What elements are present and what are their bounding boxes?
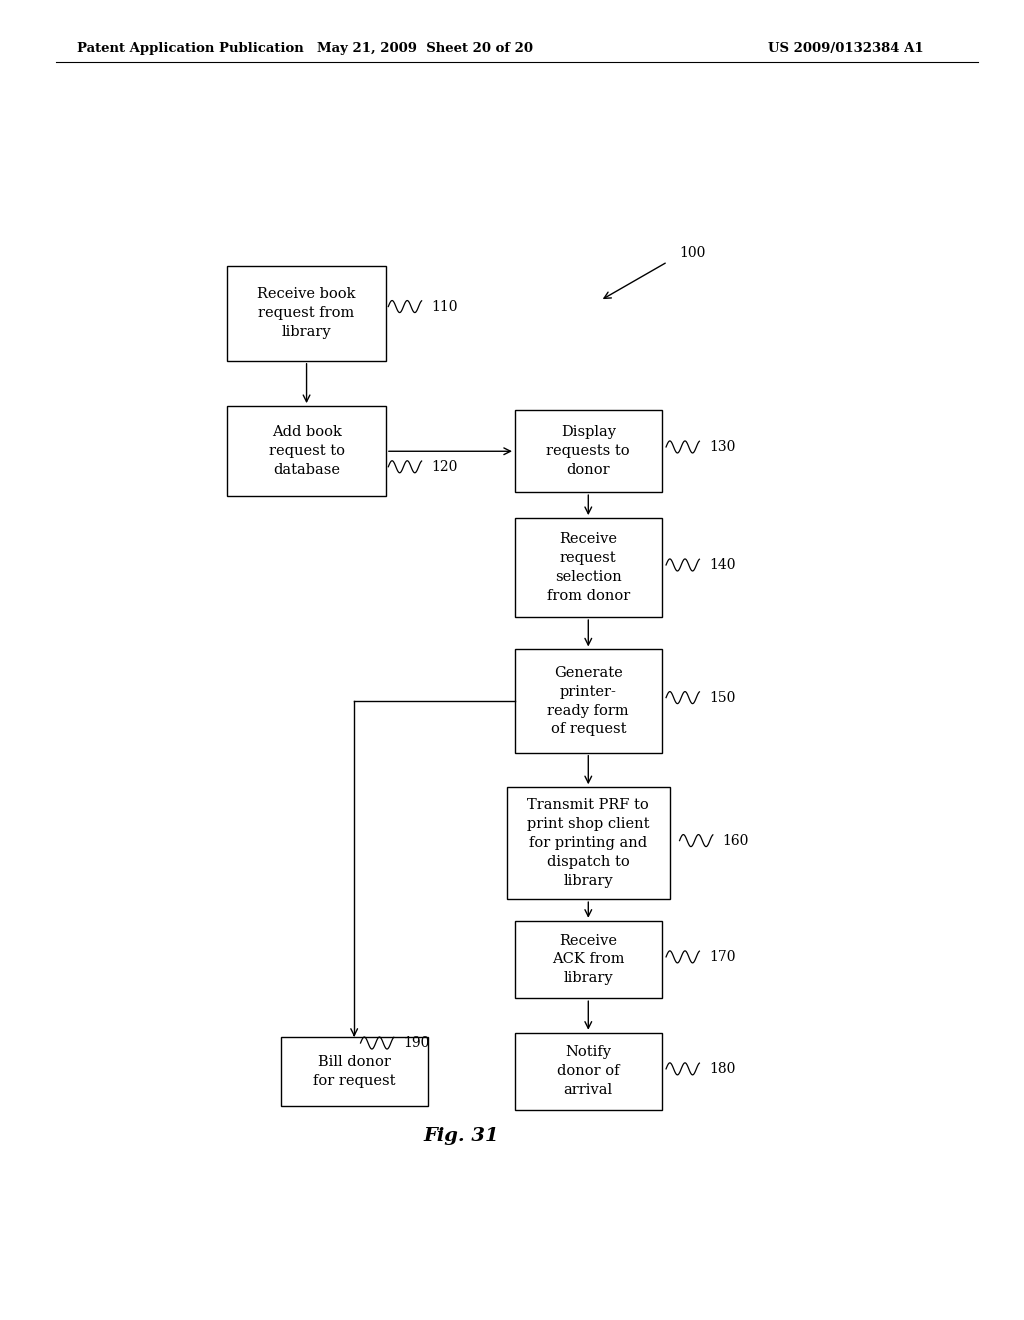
- Bar: [227, 407, 386, 496]
- Text: 100: 100: [680, 246, 706, 260]
- Text: 160: 160: [722, 834, 749, 847]
- Bar: [281, 1038, 428, 1106]
- Bar: [515, 1032, 662, 1110]
- Text: Bill donor
for request: Bill donor for request: [313, 1055, 395, 1088]
- Bar: [227, 267, 386, 360]
- Text: 150: 150: [709, 690, 735, 705]
- Bar: [515, 517, 662, 616]
- Text: Display
requests to
donor: Display requests to donor: [547, 425, 630, 478]
- Bar: [515, 921, 662, 998]
- Text: Receive
request
selection
from donor: Receive request selection from donor: [547, 532, 630, 603]
- Text: Transmit PRF to
print shop client
for printing and
dispatch to
library: Transmit PRF to print shop client for pr…: [527, 799, 649, 888]
- Text: 190: 190: [403, 1036, 430, 1049]
- Text: Generate
printer-
ready form
of request: Generate printer- ready form of request: [548, 665, 629, 737]
- Text: 170: 170: [709, 950, 735, 964]
- Text: Notify
donor of
arrival: Notify donor of arrival: [557, 1045, 620, 1097]
- Text: 130: 130: [709, 440, 735, 454]
- Bar: [515, 411, 662, 492]
- Text: May 21, 2009  Sheet 20 of 20: May 21, 2009 Sheet 20 of 20: [317, 42, 532, 55]
- Bar: [507, 787, 670, 899]
- Text: Fig. 31: Fig. 31: [424, 1127, 499, 1144]
- Text: 180: 180: [709, 1061, 735, 1076]
- Text: Patent Application Publication: Patent Application Publication: [77, 42, 303, 55]
- Text: 110: 110: [431, 300, 458, 314]
- Text: 140: 140: [709, 558, 735, 572]
- Text: Receive book
request from
library: Receive book request from library: [257, 288, 355, 339]
- Text: Receive
ACK from
library: Receive ACK from library: [552, 933, 625, 986]
- Text: Add book
request to
database: Add book request to database: [268, 425, 344, 478]
- Text: 120: 120: [431, 459, 458, 474]
- Text: US 2009/0132384 A1: US 2009/0132384 A1: [768, 42, 924, 55]
- Bar: [515, 649, 662, 752]
